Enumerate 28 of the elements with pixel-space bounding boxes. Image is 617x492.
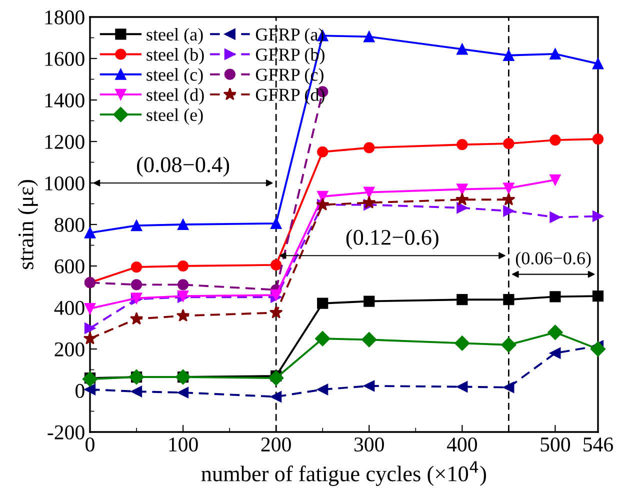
x-tick-label: 400 <box>446 437 477 452</box>
x-tick-label: 300 <box>354 437 384 452</box>
x-tick-label: 0 <box>86 437 94 452</box>
y-tick-label: 200 <box>54 342 84 356</box>
y-tick-label: 800 <box>54 218 84 232</box>
legend-label: steel (d) <box>146 88 204 105</box>
legend-label: steel (a) <box>146 28 203 44</box>
y-tick-label: 1400 <box>45 93 84 108</box>
x-tick-label: 100 <box>169 437 198 452</box>
y-tick-label: 400 <box>54 300 84 315</box>
x-axis-title: number of fatigue cycles (×10$^{4}$) <box>201 461 486 486</box>
legend-label: steel (c) <box>146 68 203 85</box>
y-tick-label: 1600 <box>45 52 84 66</box>
x-tick-label: 200 <box>261 437 291 452</box>
legend-label: steel (b) <box>146 48 204 64</box>
y-tick-label: 600 <box>54 259 84 274</box>
legend-label: steel (e) <box>146 108 203 125</box>
y-axis-title: strain (με) <box>18 180 38 270</box>
x-tick-label: 500 <box>540 437 570 452</box>
annotation: (0.12−0.6) <box>346 229 438 250</box>
annotation: (0.08−0.4) <box>137 156 230 177</box>
y-tick-label: 1000 <box>45 176 84 190</box>
x-tick-label: 546 <box>584 438 614 452</box>
y-tick-label: 0 <box>76 384 84 398</box>
annotation: (0.06−0.6) <box>516 252 591 268</box>
y-tick-label: -200 <box>48 425 84 440</box>
y-tick-label: 1200 <box>45 134 84 149</box>
y-tick-label: 1800 <box>45 10 84 24</box>
